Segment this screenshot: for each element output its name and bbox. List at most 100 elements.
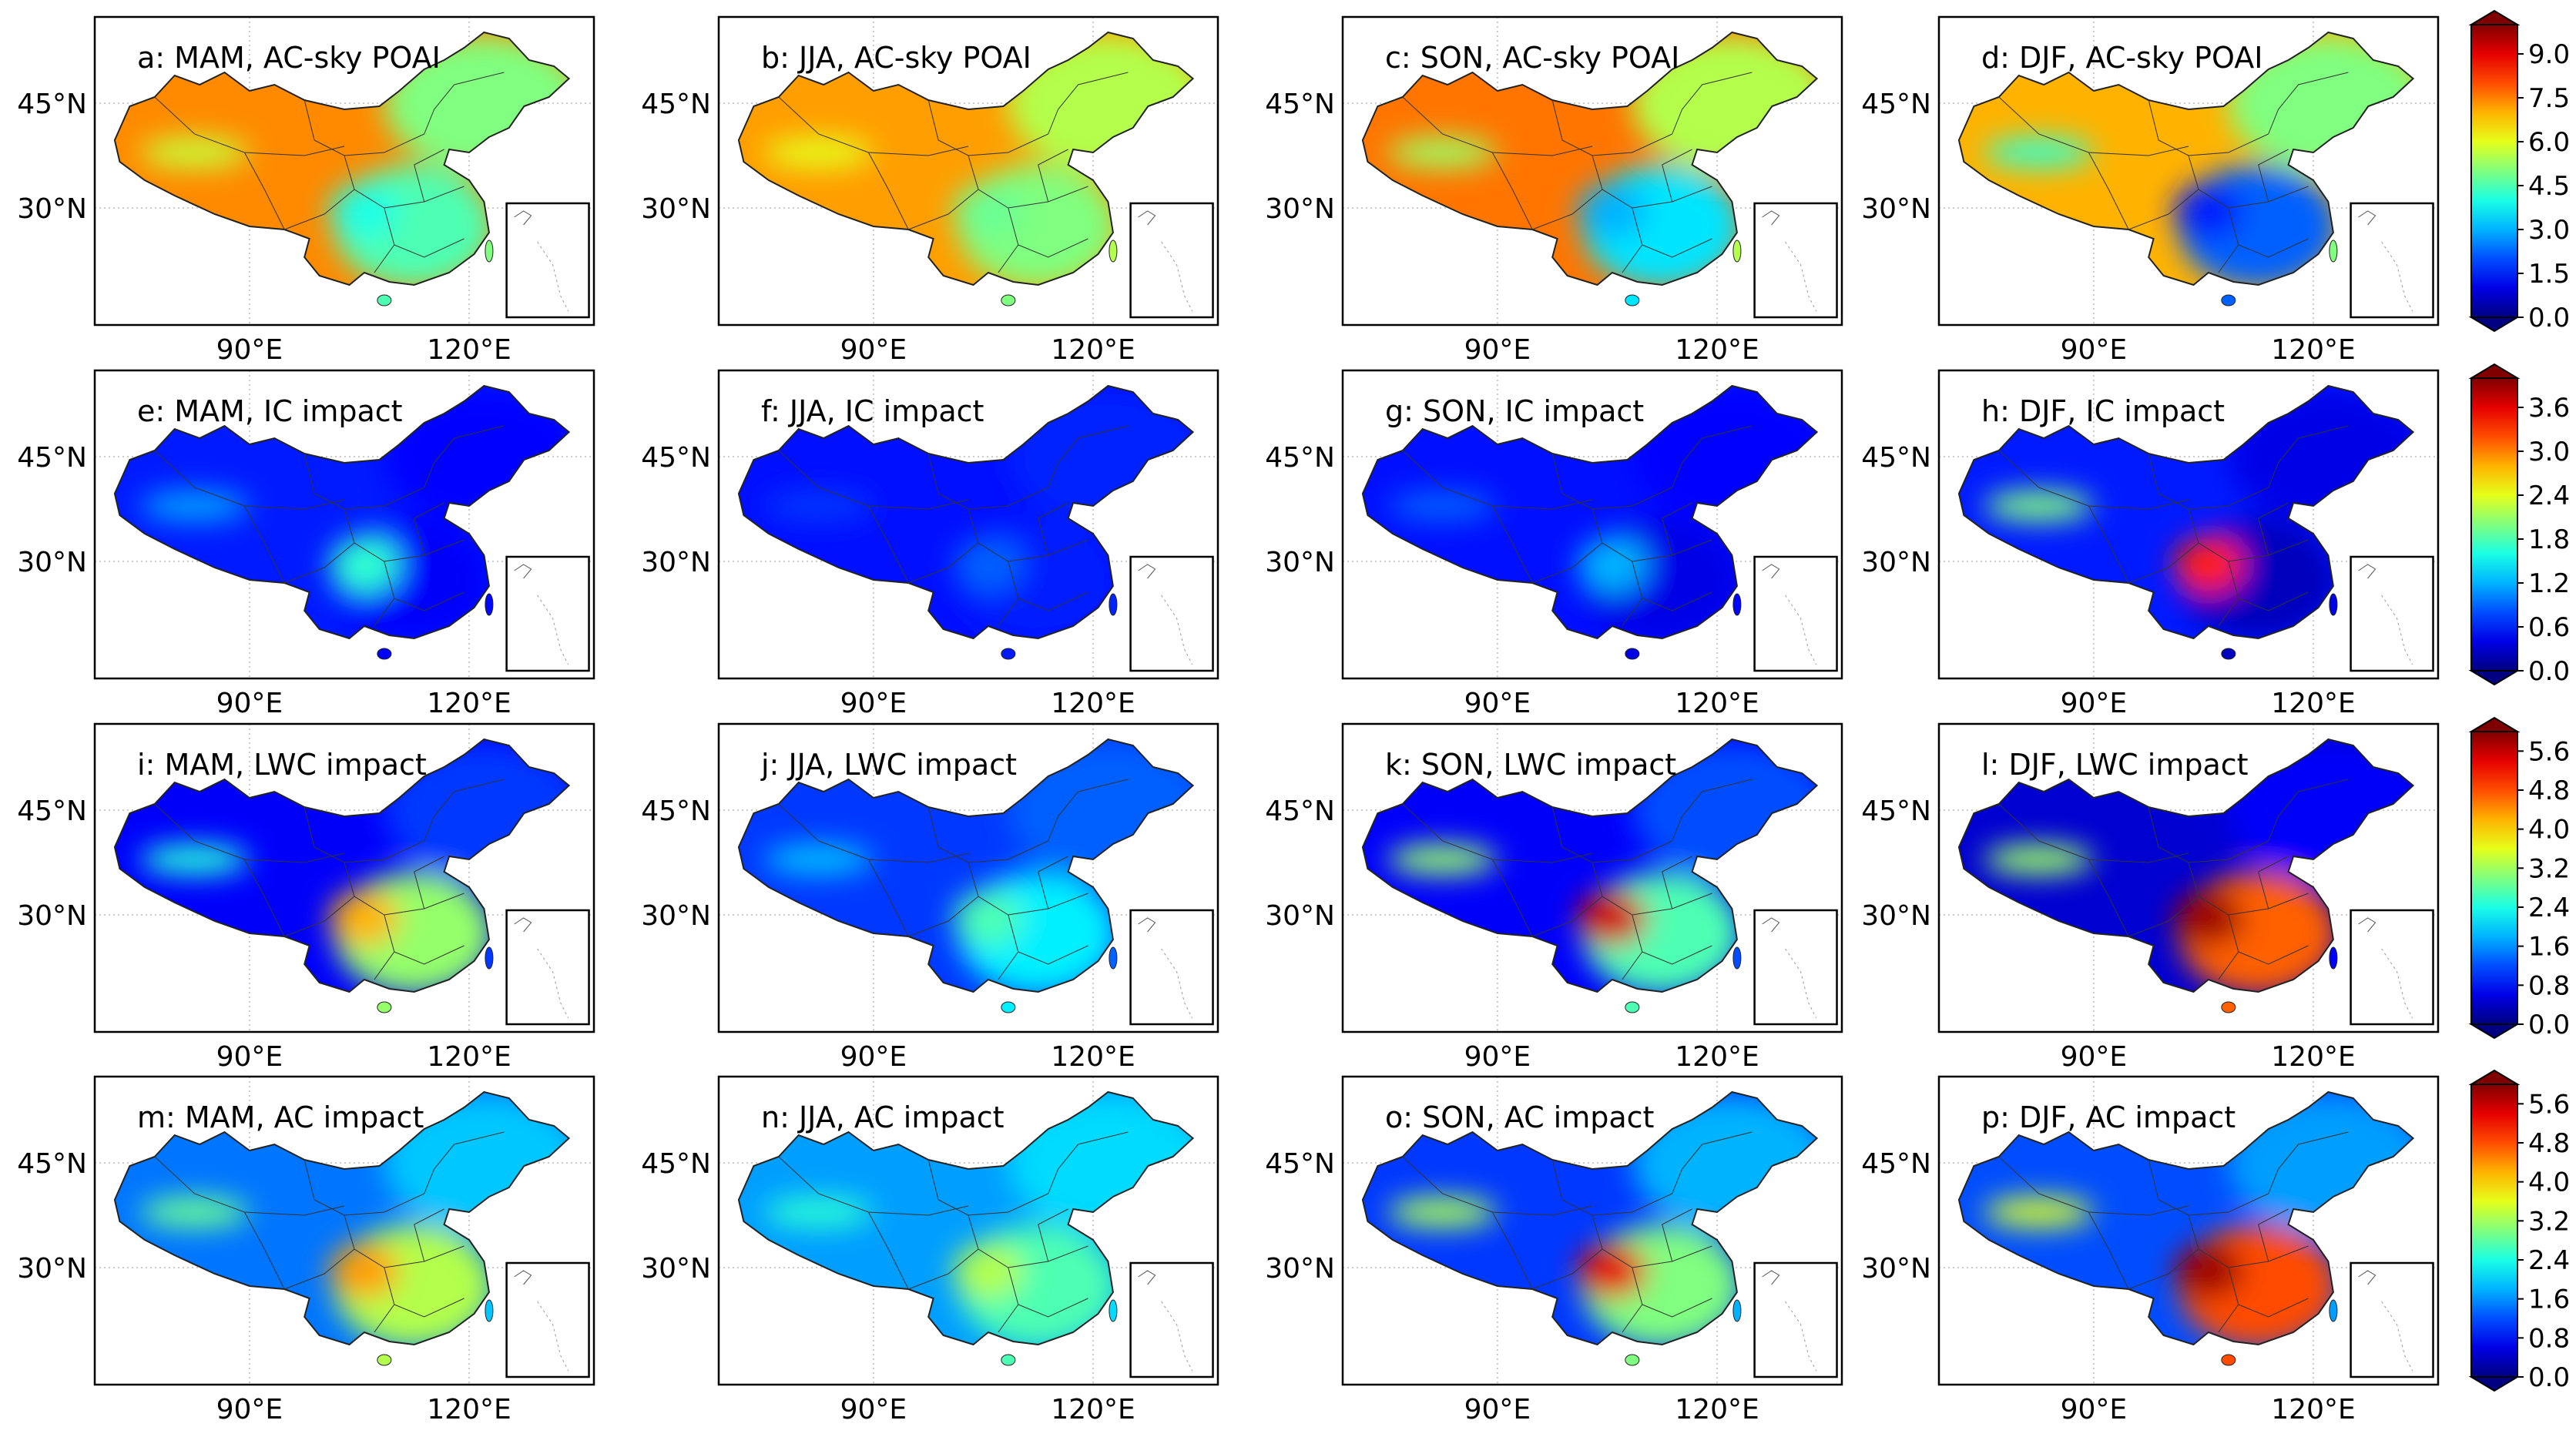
field-hotspot bbox=[2173, 1243, 2244, 1298]
latitude-tick-label: 30°N bbox=[1861, 547, 1931, 578]
field-hotspot bbox=[2173, 890, 2244, 946]
country-boundary bbox=[1361, 738, 1819, 993]
province-boundary bbox=[243, 859, 285, 937]
province-boundary bbox=[1532, 189, 1603, 230]
province-boundary bbox=[374, 598, 395, 627]
field-tarim-region bbox=[763, 491, 874, 521]
province-boundary bbox=[1008, 1267, 1088, 1318]
map-panel-ic-impact-djf: h: DJF, IC impact 45°N 30°N 90°E 120°E bbox=[1861, 369, 2440, 719]
field-tarim-region bbox=[139, 491, 250, 521]
taiwan-island bbox=[1109, 240, 1118, 263]
latitude-tick-label: 30°N bbox=[1861, 193, 1931, 225]
longitude-tick-label: 120°E bbox=[1051, 688, 1135, 719]
colorbar-tick-label: 5.6 bbox=[2528, 1089, 2570, 1120]
inset-coastline bbox=[1762, 564, 1780, 579]
field-gradient bbox=[763, 742, 1193, 992]
province-boundary bbox=[1008, 914, 1088, 965]
field-tarim-region bbox=[139, 1197, 250, 1228]
inset-coastline bbox=[514, 1270, 532, 1285]
map-frame bbox=[717, 369, 1219, 680]
map-panel-ac-impact-mam: m: MAM, AC impact 45°N 30°N 90°E 120°E bbox=[17, 1075, 595, 1425]
country-boundary bbox=[1957, 31, 2415, 286]
taiwan-island bbox=[485, 946, 494, 970]
field-hotspot bbox=[953, 890, 1024, 946]
province-boundary bbox=[1038, 1208, 1068, 1262]
taiwan-island bbox=[1109, 946, 1118, 970]
colorbar-bar bbox=[2470, 731, 2518, 1025]
south-china-sea-inset bbox=[1129, 555, 1214, 672]
field-tarim-region bbox=[763, 844, 874, 875]
latitude-tick-label: 45°N bbox=[1861, 89, 1931, 120]
field-hotspot bbox=[953, 1243, 1024, 1298]
map-frame bbox=[93, 722, 595, 1033]
longitude-tick-label: 90°E bbox=[840, 334, 907, 366]
longitude-tick-label: 120°E bbox=[1051, 1394, 1135, 1425]
longitude-tick-label: 90°E bbox=[1464, 688, 1531, 719]
colorbar-tick-label: 2.4 bbox=[2528, 481, 2570, 511]
province-boundary bbox=[2268, 72, 2349, 135]
province-boundary bbox=[867, 1211, 909, 1290]
inset-dashed-line bbox=[1785, 595, 1817, 665]
inset-coastline bbox=[1138, 1270, 1156, 1285]
province-boundary bbox=[284, 1248, 355, 1290]
panel-label: b: JJA, AC-sky POAI bbox=[761, 41, 1031, 75]
colorbar-tick-label: 0.0 bbox=[2528, 303, 2570, 333]
province-boundary bbox=[374, 951, 395, 980]
province-boundary bbox=[243, 152, 285, 230]
longitude-tick-label: 120°E bbox=[1675, 688, 1759, 719]
inset-dashed-line bbox=[537, 595, 569, 665]
colorbar-tick-label: 4.0 bbox=[2528, 815, 2570, 846]
panel-label: p: DJF, AC impact bbox=[1981, 1100, 2236, 1134]
hainan-island bbox=[2221, 1001, 2236, 1013]
country-boundary bbox=[1361, 384, 1819, 640]
map-panel-ac-sky-poai-mam: a: MAM, AC-sky POAI 45°N 30°N 90°E 120°E bbox=[17, 15, 595, 366]
field-hotspot bbox=[953, 183, 1024, 239]
panel-label: c: SON, AC-sky POAI bbox=[1385, 41, 1679, 75]
south-china-sea-inset bbox=[505, 202, 590, 319]
longitude-tick-label: 120°E bbox=[2271, 1394, 2355, 1425]
province-boundary bbox=[1632, 207, 1712, 258]
province-boundary bbox=[424, 425, 505, 488]
latitude-tick-label: 45°N bbox=[1265, 796, 1335, 827]
province-boundary bbox=[1672, 72, 1753, 135]
inset-dashed-line bbox=[2381, 948, 2413, 1019]
colorbar-tick-label: 1.2 bbox=[2528, 568, 2570, 599]
country-boundary bbox=[737, 1090, 1195, 1346]
map-panel-ic-impact-mam: e: MAM, IC impact 45°N 30°N 90°E 120°E bbox=[17, 369, 595, 719]
longitude-tick-label: 90°E bbox=[840, 1041, 907, 1073]
map-frame bbox=[1937, 1075, 2440, 1386]
inset-dashed-line bbox=[2381, 1301, 2413, 1372]
province-boundary bbox=[2218, 598, 2239, 627]
longitude-tick-label: 90°E bbox=[840, 1394, 907, 1425]
province-boundary bbox=[908, 542, 979, 584]
panel-label: g: SON, IC impact bbox=[1385, 394, 1644, 428]
province-boundary bbox=[1672, 1131, 1753, 1194]
hainan-island bbox=[1625, 1354, 1640, 1366]
taiwan-island bbox=[2329, 946, 2338, 970]
inset-coastline bbox=[1762, 917, 1780, 933]
province-boundary bbox=[2088, 152, 2129, 230]
inset-coastline bbox=[1138, 564, 1156, 579]
hainan-island bbox=[377, 294, 392, 306]
panel-label: m: MAM, AC impact bbox=[137, 1100, 424, 1134]
inset-coastline bbox=[2358, 917, 2376, 933]
province-boundary bbox=[2258, 856, 2289, 909]
latitude-tick-label: 45°N bbox=[17, 796, 87, 827]
colorbar-extend-min bbox=[2468, 1376, 2521, 1392]
inset-dashed-line bbox=[1785, 1301, 1817, 1372]
latitude-tick-label: 30°N bbox=[1265, 193, 1335, 225]
colorbar-tick-label: 3.2 bbox=[2528, 1206, 2570, 1237]
longitude-tick-label: 120°E bbox=[427, 334, 511, 366]
longitude-tick-label: 120°E bbox=[2271, 1041, 2355, 1073]
country-boundary bbox=[1361, 31, 1819, 286]
province-boundary bbox=[2258, 149, 2289, 203]
colorbar-extend-max bbox=[2468, 363, 2521, 379]
longitude-tick-label: 120°E bbox=[1051, 334, 1135, 366]
latitude-tick-label: 30°N bbox=[1265, 900, 1335, 932]
colorbar-tick-label: 7.5 bbox=[2528, 83, 2570, 114]
latitude-tick-label: 45°N bbox=[641, 1148, 711, 1180]
province-boundary bbox=[414, 1208, 444, 1262]
colorbar-tick-label: 1.6 bbox=[2528, 1285, 2570, 1315]
province-boundary bbox=[2128, 542, 2199, 584]
latitude-tick-label: 30°N bbox=[1265, 547, 1335, 578]
